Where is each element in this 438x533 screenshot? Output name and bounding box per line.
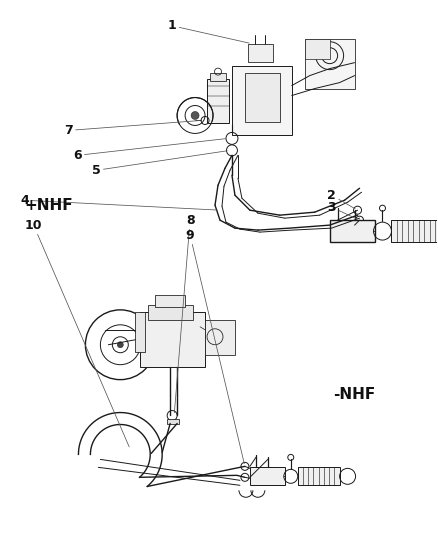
Bar xyxy=(248,44,273,62)
Text: 8: 8 xyxy=(174,214,194,413)
Bar xyxy=(305,39,355,88)
Bar xyxy=(245,72,280,123)
Bar xyxy=(155,295,185,307)
Bar xyxy=(210,72,226,80)
Bar xyxy=(135,312,145,352)
Text: 3: 3 xyxy=(327,201,357,219)
Circle shape xyxy=(117,342,124,348)
Bar xyxy=(207,78,229,124)
Text: 9: 9 xyxy=(186,229,244,464)
Bar xyxy=(140,312,205,367)
Circle shape xyxy=(191,111,199,119)
Bar xyxy=(250,467,285,486)
Bar xyxy=(167,418,179,424)
Bar xyxy=(298,467,339,486)
Bar xyxy=(205,320,235,355)
Text: 6: 6 xyxy=(73,139,225,162)
Text: -NHF: -NHF xyxy=(332,387,375,402)
Circle shape xyxy=(161,336,169,344)
Bar xyxy=(232,66,292,135)
Text: 10: 10 xyxy=(25,219,129,447)
Bar xyxy=(392,220,438,242)
Text: 1: 1 xyxy=(168,19,249,43)
Text: 2: 2 xyxy=(327,189,355,209)
Bar xyxy=(330,220,374,242)
Bar xyxy=(305,39,330,59)
Bar xyxy=(148,305,193,320)
Text: 7: 7 xyxy=(64,120,198,137)
Text: +NHF: +NHF xyxy=(25,198,73,213)
Text: 4: 4 xyxy=(20,193,217,210)
Text: 5: 5 xyxy=(92,151,227,177)
